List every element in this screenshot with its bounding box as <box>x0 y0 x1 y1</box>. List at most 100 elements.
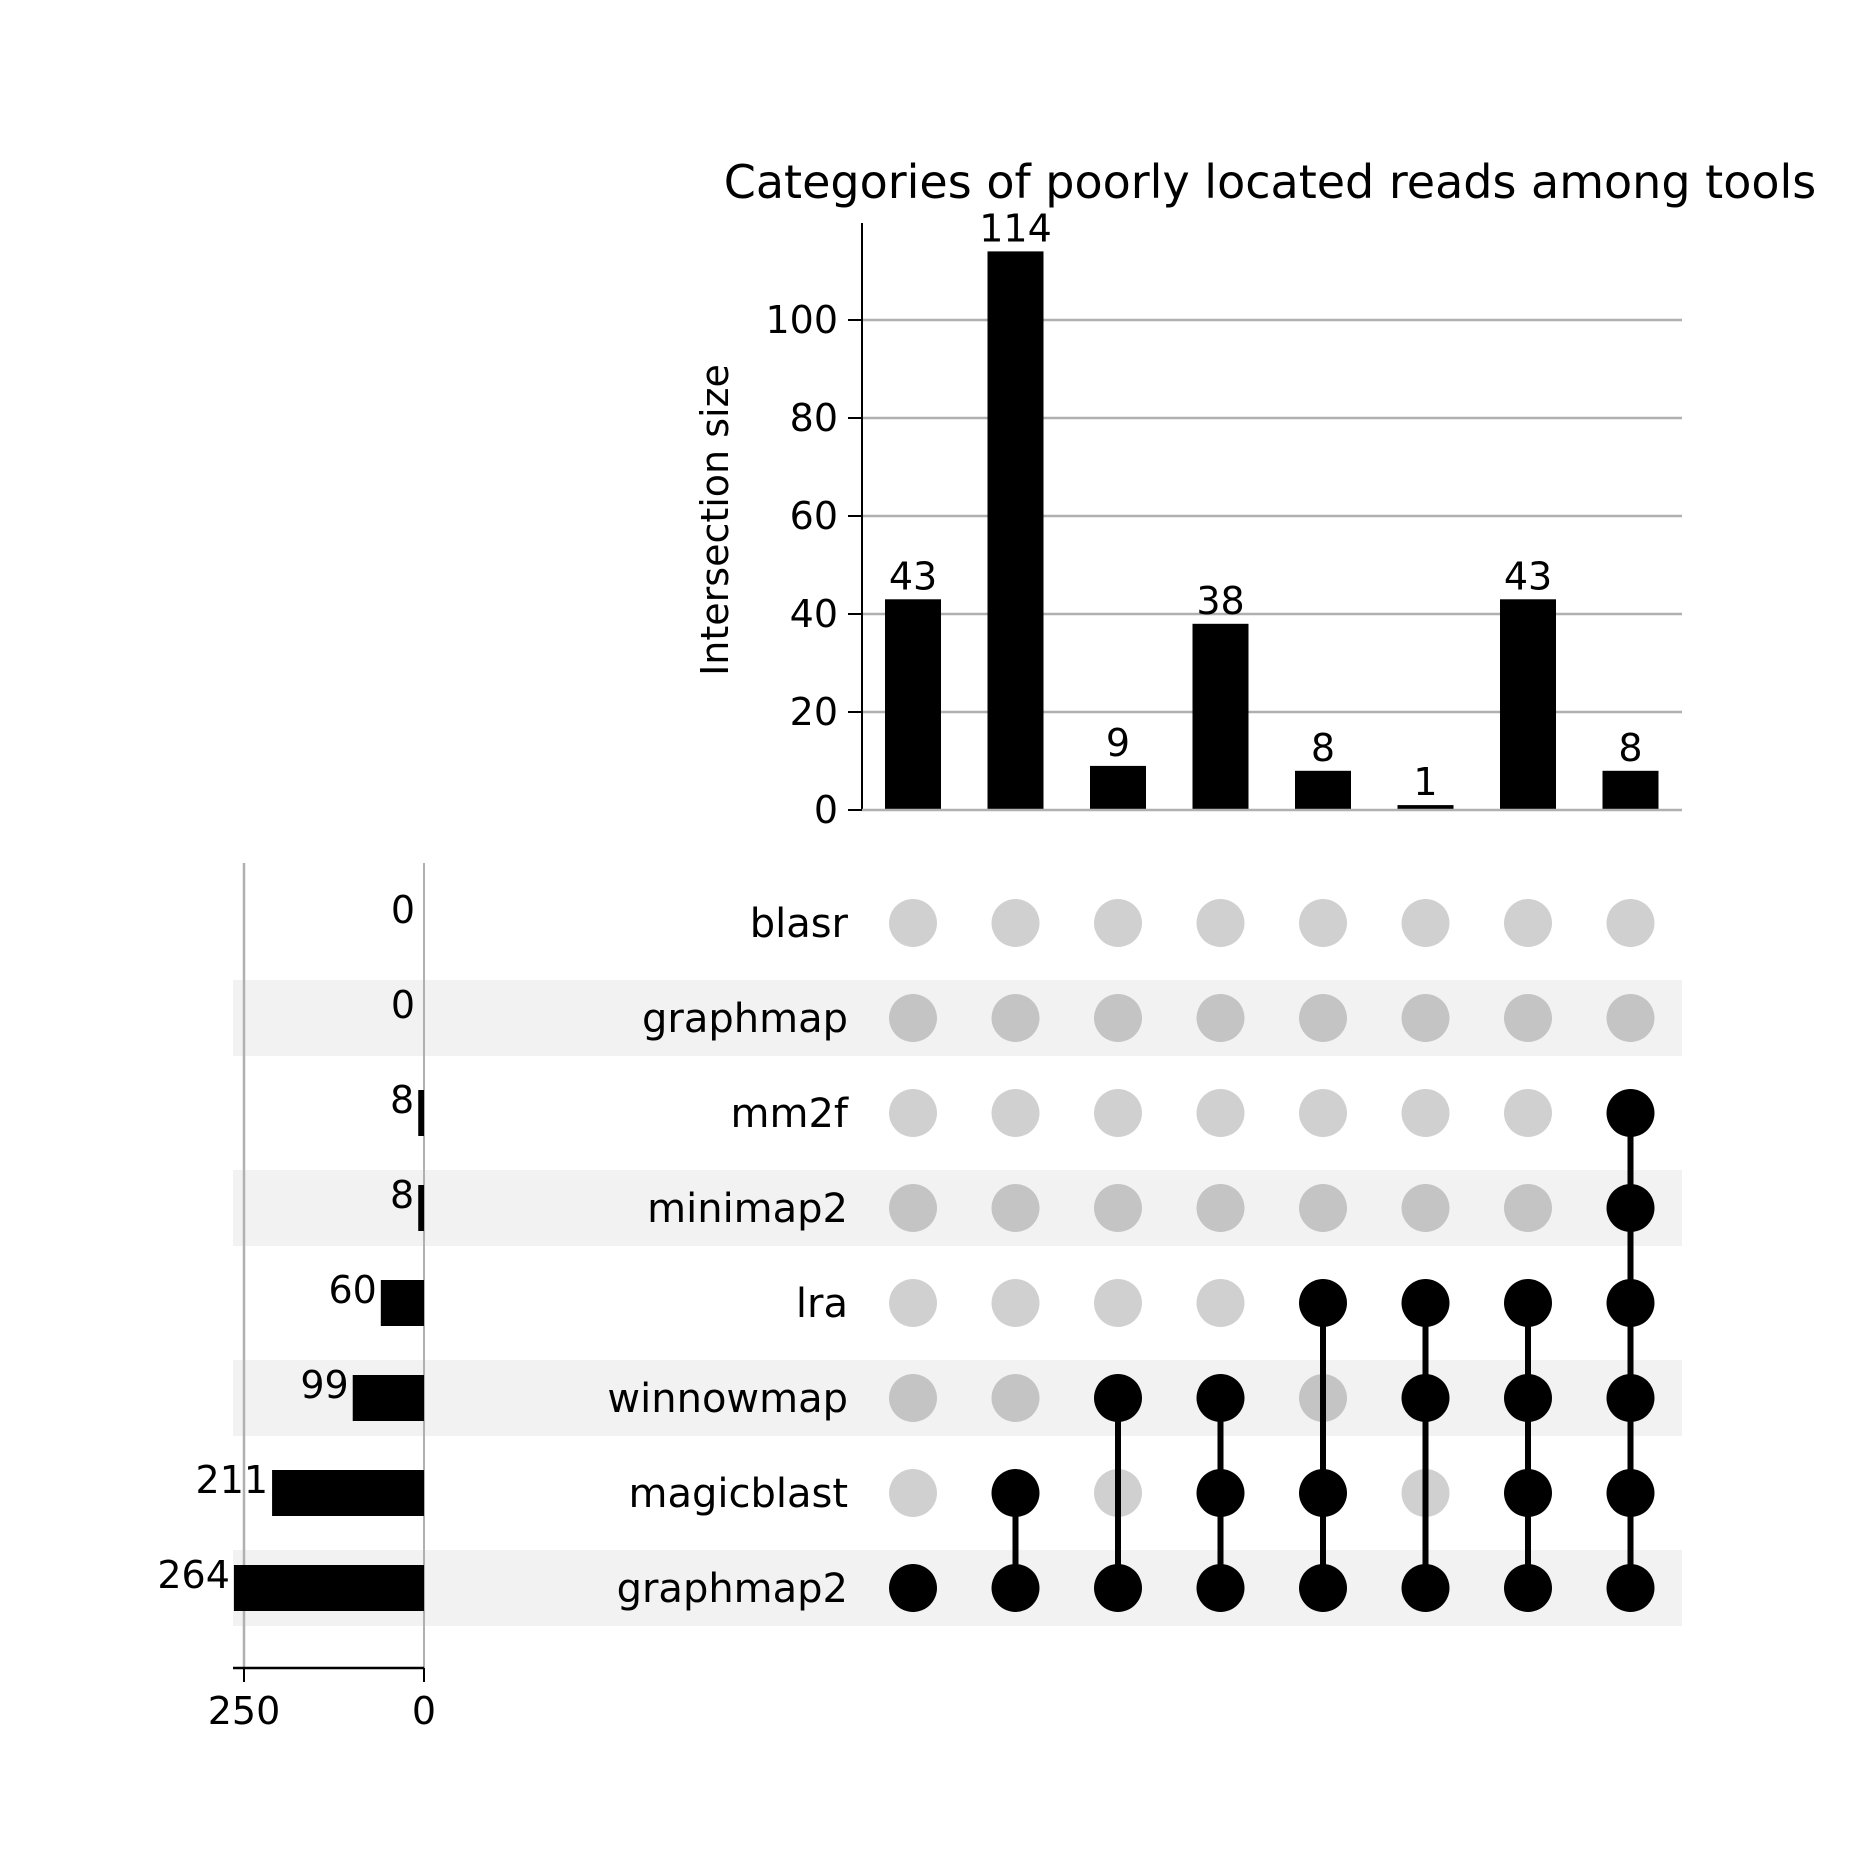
set-size-bar <box>272 1470 424 1516</box>
matrix-dot-inactive <box>1094 994 1142 1042</box>
matrix-dot-active <box>1299 1279 1347 1327</box>
intersection-bar-label: 43 <box>889 554 937 598</box>
set-label: magicblast <box>628 1471 848 1517</box>
matrix-dot-active <box>1504 1564 1552 1612</box>
intersection-bar <box>1090 765 1146 810</box>
matrix-dot-inactive <box>1504 899 1552 947</box>
matrix-dot-active <box>1606 1089 1655 1137</box>
matrix-dot-inactive <box>1401 1089 1450 1137</box>
matrix-dot-inactive <box>1504 1089 1552 1137</box>
intersection-bar <box>987 251 1044 810</box>
y-axis-label: Intersection size <box>693 364 737 676</box>
set-size-label: 211 <box>196 1458 269 1502</box>
set-size-bar <box>418 1185 424 1231</box>
matrix-dot-inactive <box>1299 994 1347 1042</box>
matrix-dot-inactive <box>1606 899 1655 947</box>
matrix-dot-active <box>1401 1374 1450 1422</box>
matrix-dot-inactive <box>1094 1089 1142 1137</box>
matrix-dot-active <box>1401 1564 1450 1612</box>
set-label: lra <box>796 1281 848 1327</box>
matrix-dot-inactive <box>1299 1089 1347 1137</box>
intersection-bar-label: 1 <box>1413 760 1437 804</box>
matrix-dot-inactive <box>991 899 1040 947</box>
set-size-label: 99 <box>300 1363 348 1407</box>
matrix-dot-inactive <box>1196 1279 1245 1327</box>
row-stripe <box>233 1360 1682 1436</box>
matrix-dot-inactive <box>1504 1184 1552 1232</box>
set-size-label: 8 <box>390 1173 414 1217</box>
matrix-dot-inactive <box>889 899 937 947</box>
matrix-dot-active <box>1299 1469 1347 1517</box>
matrix-dot-inactive <box>889 1374 937 1422</box>
matrix-dot-inactive <box>991 1374 1040 1422</box>
matrix-dot-active <box>1606 1564 1655 1612</box>
set-label: mm2f <box>731 1091 849 1137</box>
matrix-dot-inactive <box>1299 899 1347 947</box>
intersection-bar-label: 38 <box>1196 579 1244 623</box>
matrix-dot-inactive <box>991 1184 1040 1232</box>
matrix-dot-active <box>889 1564 937 1612</box>
set-size-label: 264 <box>157 1553 230 1597</box>
y-tick-label: 100 <box>765 298 838 342</box>
intersection-bar <box>1602 770 1659 810</box>
set-label: graphmap <box>642 996 848 1042</box>
intersection-gridlines <box>862 318 1682 714</box>
y-tick-label: 80 <box>790 396 838 440</box>
matrix-dot-inactive <box>1094 1279 1142 1327</box>
matrix-dot-inactive <box>1606 994 1655 1042</box>
set-size-tick-label: 0 <box>412 1689 436 1733</box>
set-size-label: 60 <box>328 1268 376 1312</box>
matrix-dot-active <box>1504 1469 1552 1517</box>
matrix-dot-inactive <box>1299 1184 1347 1232</box>
matrix-dot-inactive <box>1196 1089 1245 1137</box>
matrix-dot-active <box>1606 1469 1655 1517</box>
intersection-matrix <box>889 899 1655 1612</box>
intersection-bar-label: 8 <box>1618 726 1642 770</box>
matrix-dot-inactive <box>889 1089 937 1137</box>
matrix-dot-active <box>991 1469 1040 1517</box>
chart-title: Categories of poorly located reads among… <box>724 155 1816 209</box>
set-label: graphmap2 <box>617 1566 848 1612</box>
intersection-bar-label: 43 <box>1504 554 1552 598</box>
axes: 0 20 40 60 80 100 <box>765 223 1682 832</box>
set-size-label: 8 <box>390 1078 414 1122</box>
matrix-dot-inactive <box>1094 1184 1142 1232</box>
matrix-dot-inactive <box>991 1089 1040 1137</box>
set-row-stripes <box>233 980 1682 1626</box>
matrix-dot-active <box>991 1564 1040 1612</box>
matrix-dot-inactive <box>1401 899 1450 947</box>
row-stripe <box>233 980 1682 1056</box>
y-tick-label: 60 <box>790 494 838 538</box>
set-size-tick-label: 250 <box>208 1689 281 1733</box>
matrix-dot-active <box>1606 1184 1655 1232</box>
y-tick-label: 40 <box>790 592 838 636</box>
set-size-bar <box>352 1375 424 1421</box>
matrix-dot-active <box>1606 1374 1655 1422</box>
set-size-label: 0 <box>391 983 415 1027</box>
y-tick-label: 0 <box>814 788 838 832</box>
intersection-bar <box>1192 623 1249 810</box>
row-stripe <box>233 1550 1682 1626</box>
set-size-bar <box>418 1090 424 1136</box>
matrix-dot-inactive <box>991 1279 1040 1327</box>
matrix-dot-inactive <box>889 1184 937 1232</box>
intersection-bar <box>885 599 941 810</box>
matrix-dot-active <box>1196 1374 1245 1422</box>
matrix-dot-inactive <box>1401 1184 1450 1232</box>
matrix-dot-active <box>1094 1564 1142 1612</box>
matrix-dot-active <box>1196 1564 1245 1612</box>
matrix-dot-inactive <box>1094 899 1142 947</box>
matrix-dot-active <box>1401 1279 1450 1327</box>
matrix-dot-inactive <box>991 994 1040 1042</box>
intersection-bars: 43 114 9 38 8 1 43 8 <box>885 206 1659 810</box>
intersection-bar-label: 8 <box>1311 726 1335 770</box>
row-stripe <box>233 1170 1682 1246</box>
set-label: winnowmap <box>607 1376 848 1422</box>
matrix-dot-active <box>1504 1374 1552 1422</box>
intersection-bar <box>1397 805 1454 810</box>
matrix-dot-inactive <box>1196 1184 1245 1232</box>
matrix-dot-active <box>1094 1374 1142 1422</box>
intersection-bar <box>1295 770 1351 810</box>
intersection-bar-label: 9 <box>1106 721 1130 765</box>
